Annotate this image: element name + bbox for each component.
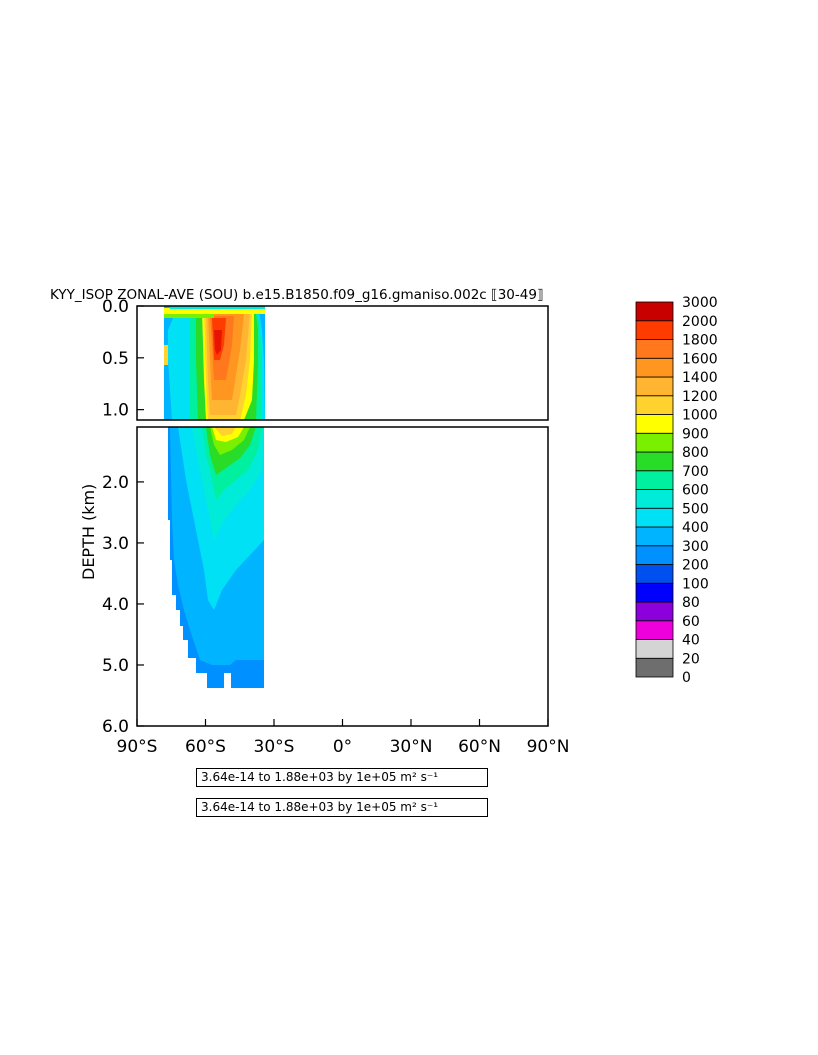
- colorbar-label: 1600: [682, 351, 718, 367]
- range-info-1: 3.64e-14 to 1.88e+03 by 1e+05 m² s⁻¹: [196, 768, 488, 787]
- field-top: [164, 306, 265, 420]
- colorbar-label: 600: [682, 483, 709, 499]
- colorbar-box: [635, 320, 674, 340]
- colorbar-box: [635, 545, 674, 565]
- colorbar-label: 900: [682, 426, 709, 442]
- x-tick-label: 30°N: [390, 737, 433, 757]
- x-tick-label: 0°: [333, 737, 352, 757]
- field-bottom: [168, 427, 264, 688]
- colorbar-label: 300: [682, 539, 709, 555]
- contour-2000: [214, 330, 222, 355]
- colorbar-label: 500: [682, 501, 709, 517]
- colorbar-box: [635, 526, 674, 547]
- colorbar-label: 3000: [682, 295, 718, 311]
- x-tick-label: 60°N: [458, 737, 501, 757]
- colorbar-label: 700: [682, 464, 709, 480]
- y-tick-label: 3.0: [102, 534, 129, 554]
- colorbar-label: 60: [682, 614, 700, 630]
- colorbar-box: [635, 639, 674, 659]
- y-tick-label: 1.0: [102, 401, 129, 421]
- colorbar-box: [635, 451, 674, 472]
- axes: 90°S 60°S 30°S 0° 30°N 60°N 90°N 0.0 0.5 1.0 2.0 3.…: [102, 297, 569, 757]
- y-axis-label: DEPTH (km): [79, 484, 98, 580]
- colorbar-label: 400: [682, 520, 709, 536]
- colorbar-box: [635, 582, 674, 603]
- colorbar-box: [635, 657, 674, 678]
- colorbar-label: 200: [682, 558, 709, 574]
- colorbar-box: [635, 489, 674, 509]
- surface-band-top: [170, 306, 265, 309]
- coast-patch: [164, 345, 168, 365]
- colorbar-label: 1000: [682, 408, 718, 424]
- colorbar-box: [635, 564, 674, 584]
- y-tick-label: 0.5: [102, 349, 129, 369]
- colorbar-label: 800: [682, 445, 709, 461]
- y-tick-label: 2.0: [102, 473, 129, 493]
- surface-band-green: [164, 314, 214, 318]
- colorbar-box: [635, 470, 674, 490]
- colorbar-label: 0: [682, 670, 691, 686]
- top-panel-frame: [136, 305, 549, 421]
- y-tick-label: 4.0: [102, 595, 129, 615]
- colorbar-box: [635, 414, 674, 434]
- surface-band-yellow: [164, 308, 265, 314]
- x-tick-label: 60°S: [185, 737, 226, 757]
- y-tick-label: 5.0: [102, 656, 129, 676]
- colorbar-box: [635, 301, 674, 322]
- range-info-2: 3.64e-14 to 1.88e+03 by 1e+05 m² s⁻¹: [196, 798, 488, 817]
- colorbar-box: [635, 620, 674, 640]
- colorbar-box: [635, 507, 674, 528]
- colorbar-box: [635, 339, 674, 359]
- y-tick-label: 0.0: [102, 297, 129, 317]
- colorbar-label: 1400: [682, 370, 718, 386]
- colorbar-label: 2000: [682, 314, 718, 330]
- y-tick-label: 6.0: [102, 717, 129, 737]
- x-tick-label: 90°S: [117, 737, 158, 757]
- colorbar-box: [635, 357, 674, 378]
- colorbar-label: 100: [682, 576, 709, 592]
- colorbar-box: [635, 376, 674, 397]
- colorbar-label: 1800: [682, 333, 718, 349]
- colorbar-label: 1200: [682, 389, 718, 405]
- colorbar-box: [635, 432, 674, 453]
- x-tick-label: 30°S: [254, 737, 295, 757]
- colorbar: 0 20 40 60 80 100 200 300 400 500 600 700 800 900 1000…: [635, 295, 718, 686]
- contour-1000b: [214, 427, 236, 436]
- colorbar-box: [635, 601, 674, 622]
- colorbar-label: 80: [682, 595, 700, 611]
- colorbar-box: [635, 395, 674, 415]
- colorbar-label: 20: [682, 651, 700, 667]
- x-tick-label: 90°N: [527, 737, 570, 757]
- colorbar-label: 40: [682, 633, 700, 649]
- chart-title: KYY_ISOP ZONAL-AVE (SOU) b.e15.B1850.f09…: [50, 287, 544, 303]
